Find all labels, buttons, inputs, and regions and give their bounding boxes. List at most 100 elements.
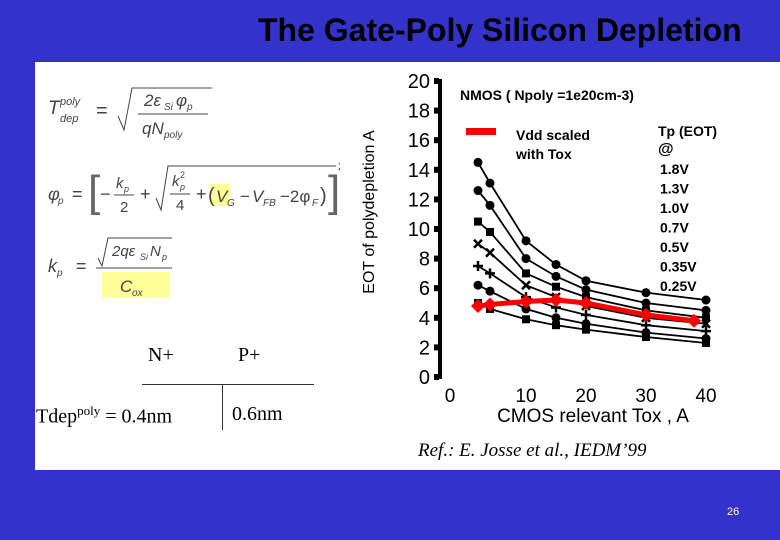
tdep-equals: =: [100, 405, 122, 428]
y-tick-mark: [434, 78, 439, 84]
svg-text:=: =: [72, 184, 83, 204]
svg-text:G: G: [227, 198, 235, 209]
data-point: [581, 309, 591, 320]
y-tick-label: 10: [408, 219, 430, 241]
data-point: [473, 280, 483, 290]
data-point: [485, 268, 495, 279]
legend-header-tp: Tp (EOT): [658, 123, 717, 139]
tdep-label: Tdep: [36, 405, 78, 428]
svg-text:p: p: [179, 182, 185, 192]
svg-text:−: −: [240, 187, 250, 206]
svg-text:k: k: [116, 175, 125, 192]
table-row-label: Tdeppoly = 0.4nm: [36, 403, 172, 429]
svg-text:2qε: 2qε: [111, 243, 136, 260]
highlight-data-point: [471, 298, 485, 313]
legend-entry: 0.5V: [660, 239, 689, 255]
y-tick-mark: [434, 255, 439, 262]
data-point: [485, 286, 495, 296]
svg-text:+: +: [196, 184, 207, 204]
highlight-data-point: [687, 313, 701, 328]
data-point: [581, 285, 591, 295]
y-tick-mark: [434, 344, 439, 351]
y-tick-mark: [434, 137, 439, 144]
data-point: [551, 260, 561, 270]
top-color-bar: [0, 0, 780, 62]
tdep-sup: poly: [77, 403, 101, 418]
svg-text:φ: φ: [176, 91, 187, 110]
svg-text:4: 4: [176, 197, 184, 214]
legend-entry: 0.7V: [660, 220, 689, 236]
data-point: [473, 186, 483, 196]
x-tick-label: 20: [575, 386, 596, 407]
x-tick-label: 10: [515, 386, 536, 407]
svg-text:N: N: [150, 243, 161, 260]
data-point: [581, 276, 591, 286]
data-point: [522, 315, 530, 324]
highlight-data-point: [549, 293, 563, 308]
data-point: [521, 304, 531, 314]
svg-text:V: V: [216, 187, 229, 206]
bottom-color-bar: [0, 470, 780, 540]
svg-text:qN: qN: [142, 119, 164, 138]
nplus-value: 0.4nm: [121, 405, 173, 428]
svg-text:p: p: [186, 102, 193, 113]
y-tick-label: 8: [419, 249, 430, 271]
svg-text:ox: ox: [132, 288, 144, 299]
slide-canvas: [35, 62, 780, 470]
data-point: [701, 305, 711, 315]
data-point: [641, 288, 651, 298]
table-header-nplus: N+: [148, 344, 174, 366]
data-point: [551, 271, 561, 281]
data-point: [701, 318, 711, 329]
svg-text:=: =: [76, 256, 87, 276]
x-tick-label: 30: [635, 386, 656, 407]
svg-text:V: V: [252, 187, 265, 206]
y-tick-mark: [434, 107, 439, 114]
y-tick-mark: [434, 226, 439, 232]
svg-text:=: =: [96, 100, 108, 122]
data-point: [521, 280, 531, 291]
slide-title: The Gate-Poly Silicon Depletion: [258, 12, 742, 48]
series-line-0.25V: [477, 302, 707, 344]
highlight-label-line: Vdd scaled: [516, 127, 590, 143]
data-point: [473, 261, 483, 271]
table-header-pplus: P+: [238, 344, 261, 366]
x-tick-label: 0: [445, 386, 456, 407]
y-tick-mark: [434, 285, 439, 292]
svg-text:Si: Si: [140, 252, 149, 262]
highlight-data-point: [639, 307, 653, 322]
data-point: [473, 238, 483, 249]
data-point: [552, 282, 560, 291]
svg-text:F: F: [312, 198, 319, 209]
y-axis-label: EOT of polydepletion A: [361, 130, 378, 294]
svg-text:p: p: [123, 184, 129, 194]
svg-text:FB: FB: [263, 198, 276, 209]
y-tick-mark: [434, 196, 439, 203]
svg-text:C: C: [120, 277, 133, 296]
data-point: [582, 325, 590, 334]
data-point: [551, 313, 561, 323]
y-tick-label: 18: [408, 101, 430, 123]
legend-entry: 1.3V: [660, 181, 689, 197]
svg-text:poly: poly: [59, 96, 82, 108]
data-point: [485, 247, 495, 258]
legend-red-swatch: [466, 128, 496, 135]
left-color-bar: [0, 0, 35, 540]
y-tick-mark: [434, 374, 439, 380]
y-tick-label: 20: [408, 71, 430, 93]
svg-text:poly: poly: [163, 130, 183, 141]
legend-entry: 1.8V: [660, 161, 689, 177]
highlight-data-point: [579, 296, 593, 310]
highlight-data-point: [519, 294, 533, 309]
data-point: [642, 333, 650, 342]
data-point: [702, 313, 710, 322]
legend-header-at: @: [658, 141, 674, 158]
y-tick-label: 2: [419, 337, 430, 359]
data-point: [485, 200, 495, 210]
chart-title: NMOS ( Npoly =1e20cm-3): [460, 87, 634, 103]
svg-text:): ): [320, 185, 327, 207]
y-tick-mark: [434, 314, 439, 321]
svg-text:−: −: [100, 184, 111, 204]
highlight-data-point: [483, 297, 497, 312]
data-point: [641, 298, 651, 308]
